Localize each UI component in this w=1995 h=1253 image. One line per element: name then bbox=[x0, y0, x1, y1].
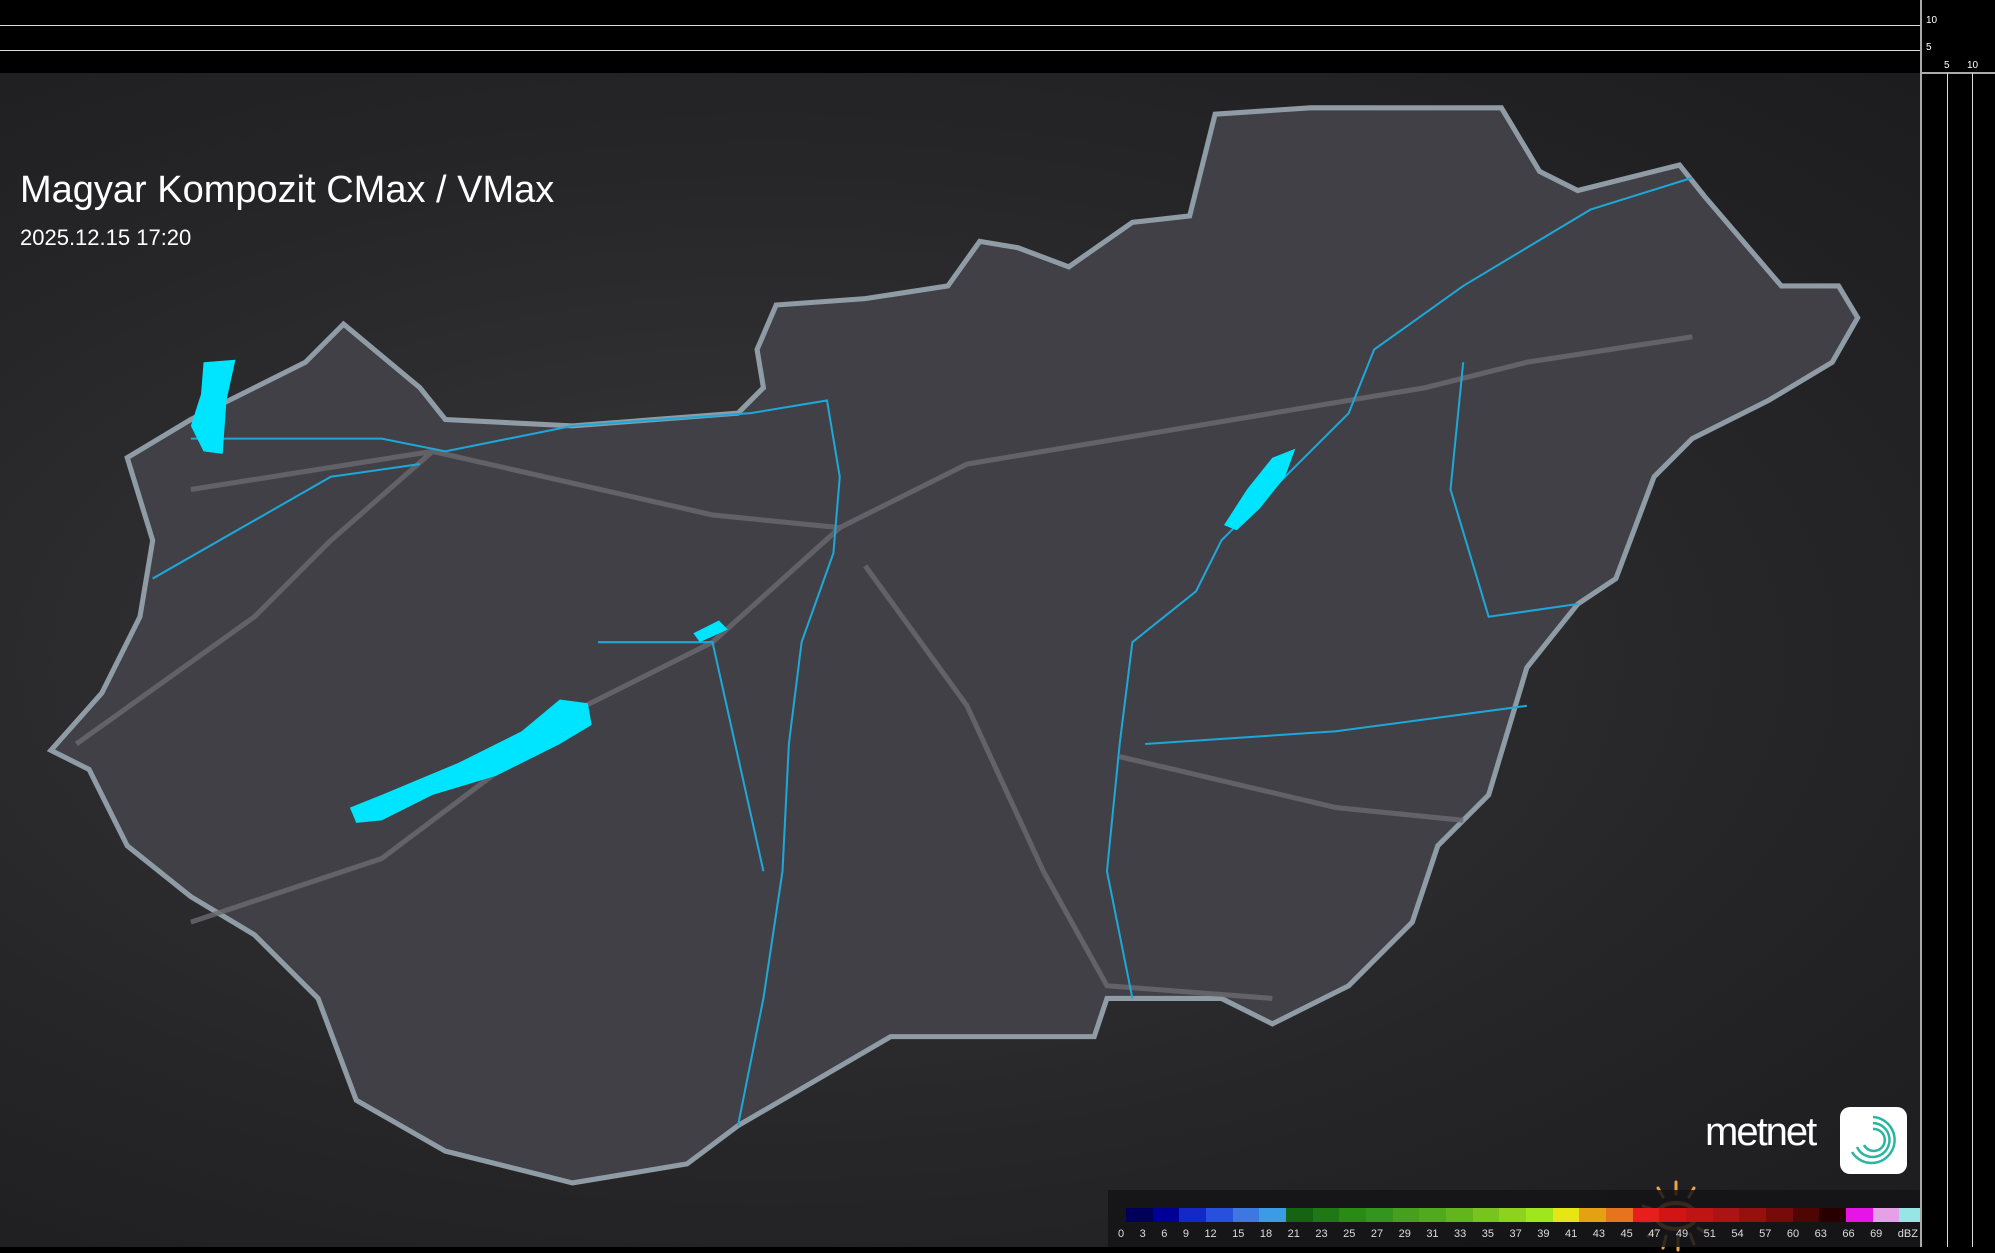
legend-label: 12 bbox=[1204, 1228, 1217, 1240]
legend-cell bbox=[1259, 1208, 1287, 1222]
horizontal-tick: 10 bbox=[1967, 60, 1979, 71]
legend-cell bbox=[1526, 1208, 1553, 1222]
vertical-tick: 10 bbox=[1926, 15, 1938, 26]
legend-label: 3 bbox=[1139, 1228, 1146, 1240]
legend-cell bbox=[1392, 1208, 1420, 1222]
legend-cell bbox=[1739, 1208, 1767, 1222]
legend-label: 69 bbox=[1870, 1228, 1883, 1240]
radar-map[interactable]: Magyar Kompozit CMax / VMax 2025.12.15 1… bbox=[0, 73, 1927, 1252]
app-icon bbox=[1840, 1107, 1907, 1174]
legend-label: 27 bbox=[1370, 1228, 1384, 1240]
legend-label: 66 bbox=[1842, 1228, 1855, 1240]
lake-tisza bbox=[1224, 448, 1296, 531]
legend-cell bbox=[1366, 1208, 1393, 1222]
legend-label: 45 bbox=[1620, 1228, 1633, 1240]
legend-cell bbox=[1419, 1208, 1447, 1222]
top-scale-band bbox=[0, 0, 1920, 73]
legend-cell bbox=[1632, 1208, 1660, 1222]
dbz-color-legend: 0 3 6 9 12 15 18 21 23 25 27 29 31 33 35 37 39 41 43 45 47 49… bbox=[1108, 1190, 1927, 1247]
legend-label: 41 bbox=[1564, 1228, 1578, 1240]
legend-label: 33 bbox=[1454, 1228, 1467, 1240]
legend-label: 51 bbox=[1703, 1228, 1716, 1240]
legend-labels: 0 3 6 9 12 15 18 21 23 25 27 29 31 33 35 37 39 41 43 45 47 49… bbox=[1118, 1228, 1918, 1240]
legend-cell bbox=[1846, 1208, 1873, 1222]
roads bbox=[74, 334, 1693, 1001]
lake-ferto bbox=[190, 359, 236, 454]
legend-label: 35 bbox=[1481, 1228, 1495, 1240]
legend-cell bbox=[1712, 1208, 1740, 1222]
scale-line-10 bbox=[0, 25, 1920, 26]
legend-cell bbox=[1819, 1208, 1847, 1222]
lakes bbox=[190, 359, 1296, 823]
legend-color-scale bbox=[1126, 1208, 1927, 1222]
legend-cell bbox=[1152, 1208, 1180, 1222]
legend-cell bbox=[1286, 1208, 1313, 1222]
legend-cell bbox=[1659, 1208, 1687, 1222]
legend-cell bbox=[1472, 1208, 1500, 1222]
legend-cell bbox=[1872, 1208, 1900, 1222]
legend-label: 57 bbox=[1759, 1228, 1772, 1240]
right-scale-panel: 10 5 5 10 bbox=[1920, 0, 1995, 1247]
timestamp: 2025.12.15 17:20 bbox=[20, 225, 192, 250]
legend-label: 43 bbox=[1592, 1228, 1605, 1240]
swirl-icon bbox=[1850, 1115, 1896, 1165]
lake-balaton bbox=[349, 699, 592, 823]
legend-label: 63 bbox=[1814, 1228, 1827, 1240]
legend-cell bbox=[1766, 1208, 1793, 1222]
legend-cell bbox=[1179, 1208, 1207, 1222]
danube-river bbox=[190, 399, 841, 1126]
legend-label: 15 bbox=[1232, 1228, 1245, 1240]
scale-vline-5 bbox=[1947, 73, 1948, 1247]
legend-cell bbox=[1686, 1208, 1713, 1222]
legend-cell bbox=[1232, 1208, 1260, 1222]
legend-label: 6 bbox=[1161, 1228, 1168, 1240]
legend-cell bbox=[1206, 1208, 1233, 1222]
legend-cell bbox=[1312, 1208, 1340, 1222]
legend-cell bbox=[1606, 1208, 1633, 1222]
legend-unit: dBZ bbox=[1897, 1228, 1918, 1240]
legend-label: 49 bbox=[1675, 1228, 1689, 1240]
legend-cell bbox=[1792, 1208, 1820, 1222]
map-title: Magyar Kompozit CMax / VMax bbox=[20, 169, 555, 211]
legend-label: 21 bbox=[1287, 1228, 1300, 1240]
legend-label: 18 bbox=[1259, 1228, 1273, 1240]
map-canvas bbox=[46, 105, 1861, 1186]
legend-cell bbox=[1499, 1208, 1527, 1222]
legend-label: 60 bbox=[1786, 1228, 1800, 1240]
legend-label: 37 bbox=[1509, 1228, 1522, 1240]
legend-label: 29 bbox=[1398, 1228, 1411, 1240]
legend-label: 54 bbox=[1731, 1228, 1744, 1240]
legend-label: 9 bbox=[1182, 1228, 1189, 1240]
legend-label: 23 bbox=[1315, 1228, 1328, 1240]
legend-label: 47 bbox=[1648, 1228, 1661, 1240]
legend-cell bbox=[1552, 1208, 1580, 1222]
legend-cell bbox=[1579, 1208, 1607, 1222]
scale-vline-10 bbox=[1972, 73, 1973, 1247]
scale-line-5 bbox=[0, 50, 1920, 51]
legend-cell bbox=[1126, 1208, 1153, 1222]
horizontal-tick: 5 bbox=[1944, 60, 1950, 71]
legend-label: 0 bbox=[1118, 1228, 1125, 1240]
legend-label: 25 bbox=[1343, 1228, 1356, 1240]
legend-label: 31 bbox=[1426, 1228, 1439, 1240]
hungary-outline bbox=[46, 105, 1861, 1186]
vertical-tick: 5 bbox=[1926, 42, 1932, 53]
metnet-logo-text: metnet bbox=[1705, 1110, 1817, 1154]
legend-cell bbox=[1339, 1208, 1367, 1222]
legend-cell bbox=[1446, 1208, 1473, 1222]
legend-label: 39 bbox=[1537, 1228, 1550, 1240]
legend-cell bbox=[1899, 1208, 1927, 1222]
lake-velence bbox=[693, 620, 728, 643]
